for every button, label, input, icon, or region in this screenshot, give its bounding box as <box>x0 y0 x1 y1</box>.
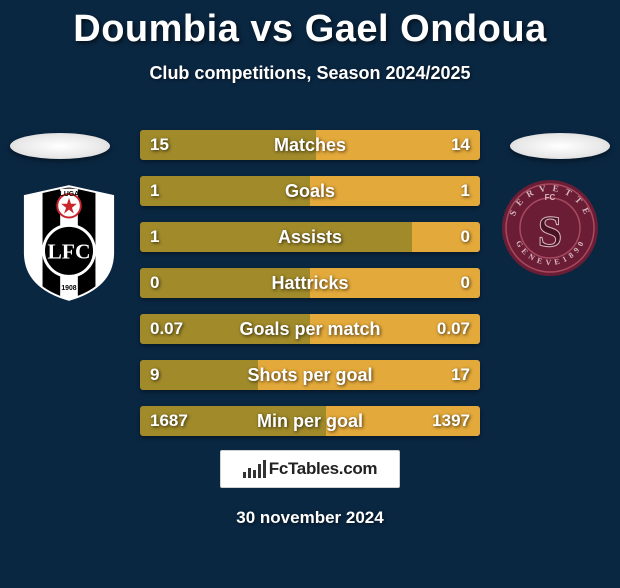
player-ellipse-right <box>510 133 610 159</box>
stat-value-left: 0.07 <box>150 314 183 344</box>
stat-value-left: 15 <box>150 130 169 160</box>
fctables-logo: FcTables.com <box>220 450 400 488</box>
stat-value-left: 0 <box>150 268 159 298</box>
stat-bars-container: Matches1514Goals11Assists10Hattricks00Go… <box>140 130 480 452</box>
stat-row: Shots per goal9 17 <box>140 360 480 390</box>
svg-text:1908: 1908 <box>61 285 76 292</box>
svg-text:S: S <box>538 207 562 256</box>
footer-brand-text: FcTables.com <box>269 459 378 479</box>
stat-label: Shots per goal <box>140 360 480 390</box>
stat-value-right: 0 <box>461 268 470 298</box>
subtitle: Club competitions, Season 2024/2025 <box>0 63 620 84</box>
stat-label: Min per goal <box>140 406 480 436</box>
stat-value-right: 1 <box>461 176 470 206</box>
stat-row: Matches15 14 <box>140 130 480 160</box>
stat-label: Goals per match <box>140 314 480 344</box>
svg-text:LFC: LFC <box>47 240 90 264</box>
svg-text:FC LUGANO: FC LUGANO <box>49 191 90 198</box>
stat-row: Min per goal1687 1397 <box>140 406 480 436</box>
stat-value-right: 17 <box>451 360 470 390</box>
team-crest-right: S S E R V E T T E G E N E V E 1 8 9 0 FC <box>500 178 600 278</box>
stat-label: Assists <box>140 222 480 252</box>
stat-value-right: 14 <box>451 130 470 160</box>
stat-label: Matches <box>140 130 480 160</box>
player-ellipse-left <box>10 133 110 159</box>
svg-text:FC: FC <box>545 193 556 202</box>
stat-value-right: 0 <box>461 222 470 252</box>
stat-label: Hattricks <box>140 268 480 298</box>
stat-row: Hattricks0 0 <box>140 268 480 298</box>
stat-value-left: 9 <box>150 360 159 390</box>
stat-value-right: 0.07 <box>437 314 470 344</box>
stat-value-left: 1 <box>150 176 159 206</box>
stat-value-left: 1687 <box>150 406 188 436</box>
team-crest-left: LFC FC LUGANO 1908 <box>20 184 118 302</box>
stat-row: Goals per match0.07 0.07 <box>140 314 480 344</box>
page-title: Doumbia vs Gael Ondoua <box>0 8 620 51</box>
stat-row: Goals1 1 <box>140 176 480 206</box>
footer-date: 30 november 2024 <box>0 508 620 528</box>
stat-value-right: 1397 <box>432 406 470 436</box>
stat-value-left: 1 <box>150 222 159 252</box>
stat-label: Goals <box>140 176 480 206</box>
stat-row: Assists1 0 <box>140 222 480 252</box>
chart-icon <box>243 460 263 478</box>
